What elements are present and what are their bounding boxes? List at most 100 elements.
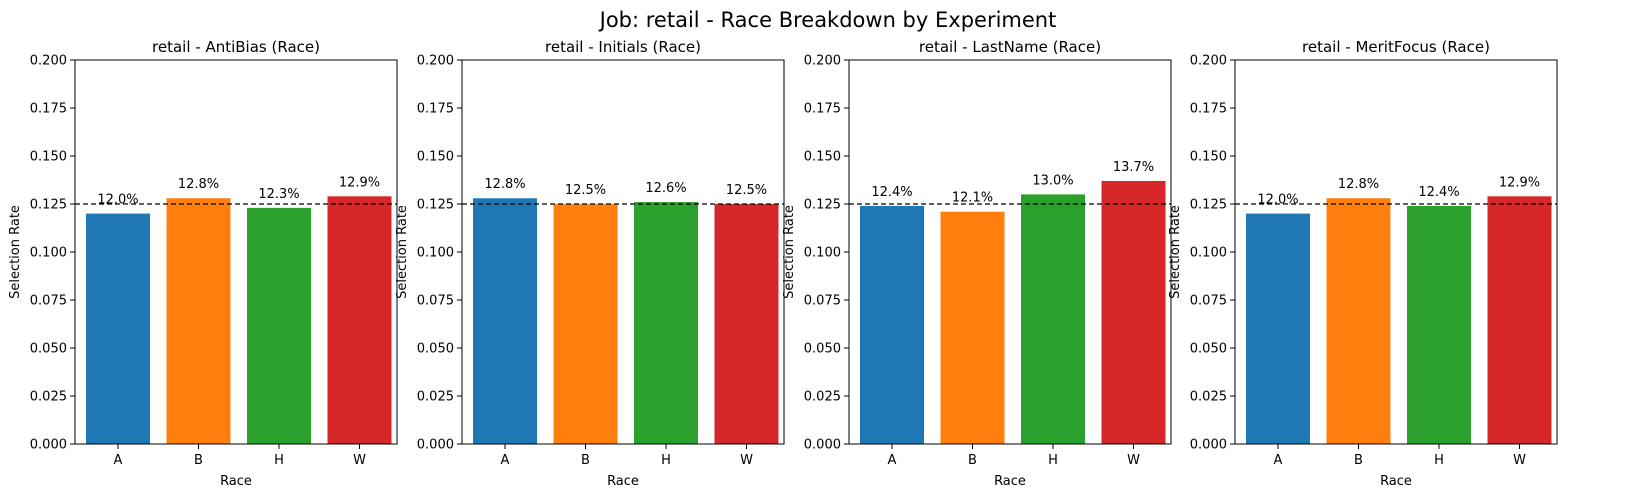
data-label: 12.0% (97, 193, 138, 208)
bar-h (247, 207, 311, 444)
y-tick-label: 0.200 (417, 54, 454, 69)
data-label: 12.8% (484, 177, 525, 192)
y-tick-label: 0.100 (30, 246, 67, 261)
data-label: 12.8% (178, 177, 219, 192)
y-tick-label: 0.050 (804, 342, 841, 357)
y-tick-label: 0.000 (417, 438, 454, 453)
y-axis-label: Selection Rate (395, 205, 410, 299)
y-tick-label: 0.075 (1190, 294, 1227, 309)
bar-w (327, 196, 392, 444)
figure-title: Job: retail - Race Breakdown by Experime… (598, 8, 1057, 32)
x-tick-label: H (1434, 453, 1444, 468)
chart-panel: 12.0% 12.8% 12.4% 12.9% 0.000 0.025 0.050 0.075… (1168, 38, 1558, 489)
y-tick-label: 0.050 (417, 342, 454, 357)
panel-title: retail - AntiBias (Race) (152, 38, 320, 56)
x-axis-label: Race (607, 474, 639, 489)
x-tick-label: B (968, 453, 977, 468)
y-tick-label: 0.150 (30, 150, 67, 165)
x-axis-label: Race (220, 474, 252, 489)
data-label: 12.9% (339, 175, 380, 190)
y-axis-label: Selection Rate (1168, 205, 1183, 299)
data-label: 12.0% (1257, 193, 1298, 208)
y-tick-label: 0.150 (417, 150, 454, 165)
data-label: 12.4% (1418, 185, 1459, 200)
bar-a (1246, 213, 1310, 444)
y-tick-label: 0.075 (804, 294, 841, 309)
bar-b (940, 211, 1005, 444)
x-tick-label: W (1127, 453, 1140, 468)
data-label: 12.4% (871, 185, 912, 200)
y-tick-label: 0.150 (1190, 150, 1227, 165)
bar-h (1407, 205, 1471, 444)
data-label: 12.8% (1338, 177, 1379, 192)
x-tick-label: W (1513, 453, 1526, 468)
data-label: 12.3% (258, 187, 299, 202)
x-tick-label: H (274, 453, 284, 468)
data-label: 12.5% (726, 183, 767, 198)
x-tick-label: A (114, 453, 123, 468)
panel-title: retail - MeritFocus (Race) (1302, 38, 1490, 56)
bar-a (473, 198, 537, 444)
y-tick-label: 0.000 (1190, 438, 1227, 453)
bar-a (860, 205, 924, 444)
y-tick-label: 0.000 (804, 438, 841, 453)
y-tick-label: 0.100 (1190, 246, 1227, 261)
y-tick-label: 0.125 (1190, 198, 1227, 213)
data-label: 12.1% (952, 191, 993, 206)
y-tick-label: 0.050 (30, 342, 67, 357)
data-label: 13.7% (1113, 160, 1154, 175)
bar-w (1487, 196, 1552, 444)
y-tick-label: 0.050 (1190, 342, 1227, 357)
y-tick-label: 0.200 (1190, 54, 1227, 69)
y-tick-label: 0.175 (417, 102, 454, 117)
data-label: 12.5% (565, 183, 606, 198)
chart-panels: 12.0% 12.8% 12.3% 12.9% 0.000 0.025 0.050 0.075… (8, 38, 1558, 489)
y-tick-label: 0.075 (417, 294, 454, 309)
data-label: 13.0% (1032, 173, 1073, 188)
x-tick-label: H (661, 453, 671, 468)
y-tick-label: 0.175 (804, 102, 841, 117)
y-tick-label: 0.025 (417, 390, 454, 405)
chart-panel: 12.0% 12.8% 12.3% 12.9% 0.000 0.025 0.050 0.075… (8, 38, 398, 489)
x-tick-label: A (1274, 453, 1283, 468)
y-tick-label: 0.000 (30, 438, 67, 453)
y-tick-label: 0.100 (804, 246, 841, 261)
y-tick-label: 0.175 (30, 102, 67, 117)
y-tick-label: 0.025 (804, 390, 841, 405)
x-tick-label: H (1048, 453, 1058, 468)
y-tick-label: 0.125 (804, 198, 841, 213)
y-tick-label: 0.175 (1190, 102, 1227, 117)
chart-panel: 12.8% 12.5% 12.6% 12.5% 0.000 0.025 0.050 0.075… (395, 38, 785, 489)
y-tick-label: 0.100 (417, 246, 454, 261)
data-label: 12.9% (1499, 175, 1540, 190)
panel-title: retail - LastName (Race) (919, 38, 1101, 56)
x-tick-label: B (581, 453, 590, 468)
y-tick-label: 0.150 (804, 150, 841, 165)
y-tick-label: 0.125 (30, 198, 67, 213)
x-tick-label: W (740, 453, 753, 468)
y-tick-label: 0.200 (30, 54, 67, 69)
y-axis-label: Selection Rate (8, 205, 23, 299)
x-axis-label: Race (994, 474, 1026, 489)
y-axis-label: Selection Rate (782, 205, 797, 299)
x-tick-label: A (888, 453, 897, 468)
y-tick-label: 0.025 (30, 390, 67, 405)
x-tick-label: B (194, 453, 203, 468)
bar-b (1326, 198, 1391, 444)
bar-b (166, 198, 231, 444)
panel-title: retail - Initials (Race) (545, 38, 701, 56)
bar-w (1101, 180, 1166, 444)
x-tick-label: B (1354, 453, 1363, 468)
bar-h (634, 202, 698, 444)
y-tick-label: 0.200 (804, 54, 841, 69)
y-tick-label: 0.075 (30, 294, 67, 309)
bar-h (1021, 194, 1085, 444)
x-tick-label: W (353, 453, 366, 468)
y-tick-label: 0.025 (1190, 390, 1227, 405)
data-label: 12.6% (645, 181, 686, 196)
bar-w (714, 204, 779, 444)
x-axis-label: Race (1380, 474, 1412, 489)
x-tick-label: A (501, 453, 510, 468)
bar-b (553, 204, 618, 444)
